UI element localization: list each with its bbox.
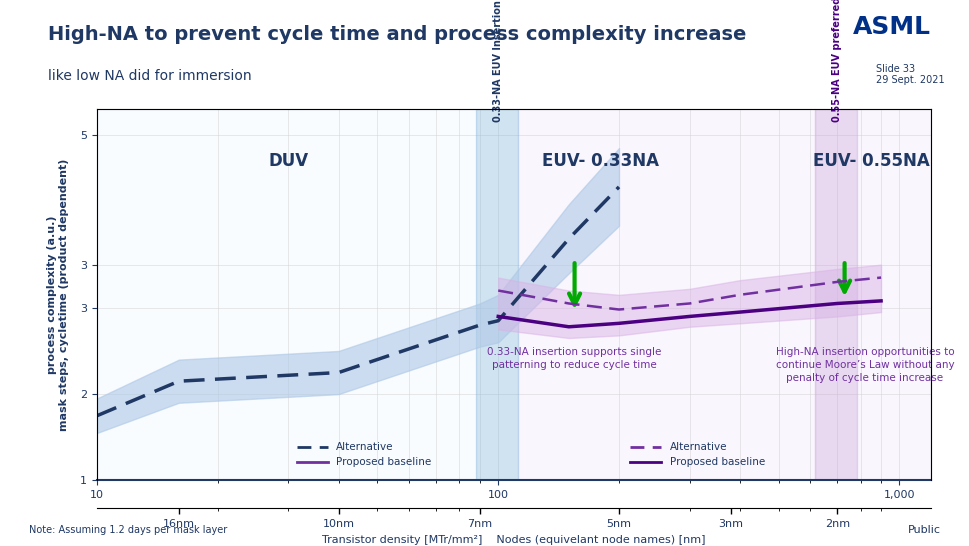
Text: DUV: DUV (268, 152, 308, 170)
Text: like low NA did for immersion: like low NA did for immersion (47, 69, 251, 83)
Text: 0.55-NA EUV preferred: 0.55-NA EUV preferred (831, 0, 841, 122)
Text: EUV- 0.55NA: EUV- 0.55NA (812, 152, 928, 170)
Text: 0.33-NA EUV Insertion: 0.33-NA EUV Insertion (492, 1, 503, 122)
Y-axis label: process complexity (a.u.)
mask steps, cycletime (product dependent): process complexity (a.u.) mask steps, cy… (47, 159, 69, 431)
Text: Slide 33
29 Sept. 2021: Slide 33 29 Sept. 2021 (875, 64, 944, 86)
Text: Note: Assuming 1.2 days per mask layer: Note: Assuming 1.2 days per mask layer (29, 525, 227, 535)
Text: High-NA insertion opportunities to
continue Moore’s Law without any
penalty of c: High-NA insertion opportunities to conti… (775, 347, 953, 383)
Text: EUV: EUV (8, 259, 21, 287)
Text: ASML: ASML (852, 15, 929, 39)
Bar (476, 109, 517, 480)
Bar (814, 109, 930, 480)
Text: 0.33-NA insertion supports single
patterning to reduce cycle time: 0.33-NA insertion supports single patter… (486, 347, 661, 370)
Bar (517, 109, 814, 480)
Bar (814, 109, 857, 480)
Text: High-NA to prevent cycle time and process complexity increase: High-NA to prevent cycle time and proces… (47, 25, 745, 44)
Text: Public: Public (907, 525, 940, 535)
Text: EUV- 0.33NA: EUV- 0.33NA (542, 152, 659, 170)
X-axis label: Transistor density [MTr/mm²]    Nodes (equivelant node names) [nm]: Transistor density [MTr/mm²] Nodes (equi… (322, 535, 705, 545)
Legend: Alternative, Proposed baseline: Alternative, Proposed baseline (625, 438, 768, 472)
Bar (97, 109, 476, 480)
